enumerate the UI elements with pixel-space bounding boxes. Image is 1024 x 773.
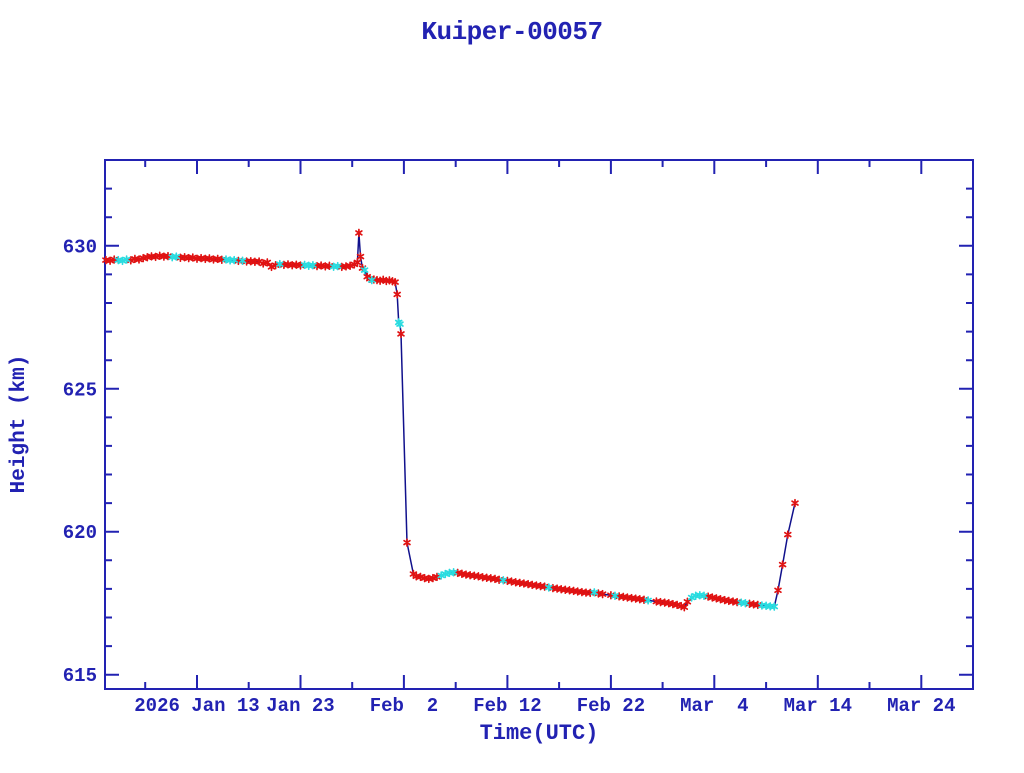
x-tick-label: Mar 24 <box>887 695 955 717</box>
x-axis-label: Time(UTC) <box>480 721 599 746</box>
y-tick-label: 625 <box>63 379 97 401</box>
x-tick-label: Mar 4 <box>680 695 748 717</box>
chart-title: Kuiper-00057 <box>421 17 602 47</box>
y-axis-label: Height (km) <box>8 355 31 494</box>
x-tick-label: Feb 12 <box>473 695 541 717</box>
data-line <box>105 232 796 609</box>
y-tick-label: 620 <box>63 522 97 544</box>
x-tick-label: Jan 23 <box>266 695 334 717</box>
x-tick-label: Mar 14 <box>784 695 852 717</box>
plot-frame <box>104 159 974 690</box>
x-tick-label: Feb 2 <box>370 695 438 717</box>
x-tick-label: Feb 22 <box>577 695 645 717</box>
data-markers-cyan <box>114 252 779 611</box>
y-tick-label: 615 <box>63 665 97 687</box>
axis-ticks <box>105 160 973 689</box>
y-tick-label: 630 <box>63 236 97 258</box>
x-tick-label: 2026 Jan 13 <box>134 695 259 717</box>
data-markers-red <box>102 228 799 612</box>
